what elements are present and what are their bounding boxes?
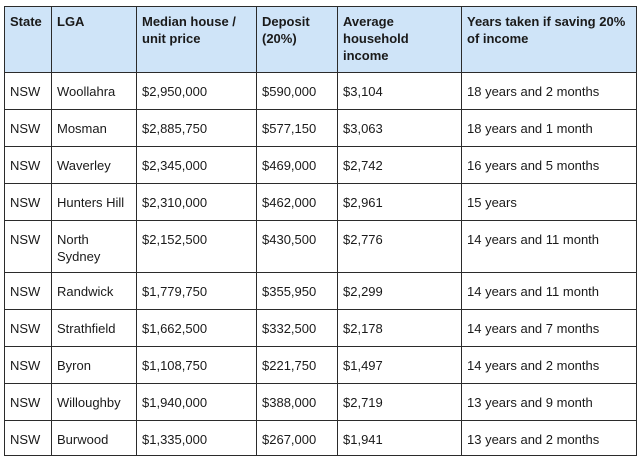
cell-years-saving: 14 years and 11 month	[461, 272, 637, 310]
cell-years-saving: 18 years and 1 month	[461, 109, 637, 147]
cell-median-price: $2,310,000	[136, 183, 257, 221]
cell-deposit: $332,500	[256, 309, 338, 347]
cell-deposit: $577,150	[256, 109, 338, 147]
cell-deposit: $469,000	[256, 146, 338, 184]
header-household-income: Average household income	[337, 6, 462, 73]
table-row: NSW Byron $1,108,750 $221,750 $1,497 14 …	[4, 346, 637, 384]
cell-median-price: $2,885,750	[136, 109, 257, 147]
cell-state: NSW	[4, 309, 52, 347]
cell-state: NSW	[4, 383, 52, 421]
cell-years-saving: 13 years and 9 month	[461, 383, 637, 421]
cell-lga: Willoughby	[51, 383, 137, 421]
cell-lga: North Sydney	[51, 220, 137, 273]
cell-household-income: $1,941	[337, 420, 462, 456]
cell-lga: Mosman	[51, 109, 137, 147]
cell-lga: Randwick	[51, 272, 137, 310]
cell-household-income: $2,742	[337, 146, 462, 184]
table-row: NSW Strathfield $1,662,500 $332,500 $2,1…	[4, 309, 637, 347]
cell-household-income: $3,063	[337, 109, 462, 147]
cell-state: NSW	[4, 272, 52, 310]
cell-years-saving: 16 years and 5 months	[461, 146, 637, 184]
header-years-saving: Years taken if saving 20% of income	[461, 6, 637, 73]
cell-deposit: $267,000	[256, 420, 338, 456]
header-lga: LGA	[51, 6, 137, 73]
cell-household-income: $2,299	[337, 272, 462, 310]
cell-state: NSW	[4, 420, 52, 456]
cell-median-price: $2,152,500	[136, 220, 257, 273]
cell-state: NSW	[4, 72, 52, 110]
table-row: NSW Woollahra $2,950,000 $590,000 $3,104…	[4, 72, 637, 110]
cell-lga: Woollahra	[51, 72, 137, 110]
cell-median-price: $1,940,000	[136, 383, 257, 421]
cell-lga: Waverley	[51, 146, 137, 184]
cell-household-income: $2,776	[337, 220, 462, 273]
cell-deposit: $388,000	[256, 383, 338, 421]
cell-state: NSW	[4, 183, 52, 221]
cell-years-saving: 18 years and 2 months	[461, 72, 637, 110]
cell-household-income: $1,497	[337, 346, 462, 384]
table-row: NSW Willoughby $1,940,000 $388,000 $2,71…	[4, 383, 637, 421]
header-row: State LGA Median house / unit price Depo…	[4, 6, 637, 73]
cell-years-saving: 15 years	[461, 183, 637, 221]
cell-household-income: $2,719	[337, 383, 462, 421]
cell-lga: Byron	[51, 346, 137, 384]
cell-median-price: $2,950,000	[136, 72, 257, 110]
cell-median-price: $2,345,000	[136, 146, 257, 184]
header-state: State	[4, 6, 52, 73]
cell-lga: Strathfield	[51, 309, 137, 347]
header-median-price: Median house / unit price	[136, 6, 257, 73]
cell-deposit: $590,000	[256, 72, 338, 110]
cell-median-price: $1,108,750	[136, 346, 257, 384]
cell-deposit: $221,750	[256, 346, 338, 384]
cell-household-income: $2,961	[337, 183, 462, 221]
table-row: NSW Mosman $2,885,750 $577,150 $3,063 18…	[4, 109, 637, 147]
cell-lga: Hunters Hill	[51, 183, 137, 221]
table-row: NSW Burwood $1,335,000 $267,000 $1,941 1…	[4, 420, 637, 456]
cell-years-saving: 13 years and 2 months	[461, 420, 637, 456]
cell-household-income: $2,178	[337, 309, 462, 347]
cell-state: NSW	[4, 220, 52, 273]
cell-state: NSW	[4, 346, 52, 384]
cell-household-income: $3,104	[337, 72, 462, 110]
cell-lga: Burwood	[51, 420, 137, 456]
housing-affordability-table: State LGA Median house / unit price Depo…	[4, 6, 637, 456]
cell-deposit: $462,000	[256, 183, 338, 221]
table-row: NSW Randwick $1,779,750 $355,950 $2,299 …	[4, 272, 637, 310]
cell-deposit: $355,950	[256, 272, 338, 310]
cell-median-price: $1,335,000	[136, 420, 257, 456]
cell-median-price: $1,662,500	[136, 309, 257, 347]
header-deposit: Deposit (20%)	[256, 6, 338, 73]
cell-years-saving: 14 years and 11 month	[461, 220, 637, 273]
table-row: NSW Hunters Hill $2,310,000 $462,000 $2,…	[4, 183, 637, 221]
cell-state: NSW	[4, 146, 52, 184]
cell-years-saving: 14 years and 2 months	[461, 346, 637, 384]
cell-deposit: $430,500	[256, 220, 338, 273]
cell-state: NSW	[4, 109, 52, 147]
cell-years-saving: 14 years and 7 months	[461, 309, 637, 347]
table-row: NSW Waverley $2,345,000 $469,000 $2,742 …	[4, 146, 637, 184]
cell-median-price: $1,779,750	[136, 272, 257, 310]
table-row: NSW North Sydney $2,152,500 $430,500 $2,…	[4, 220, 637, 273]
